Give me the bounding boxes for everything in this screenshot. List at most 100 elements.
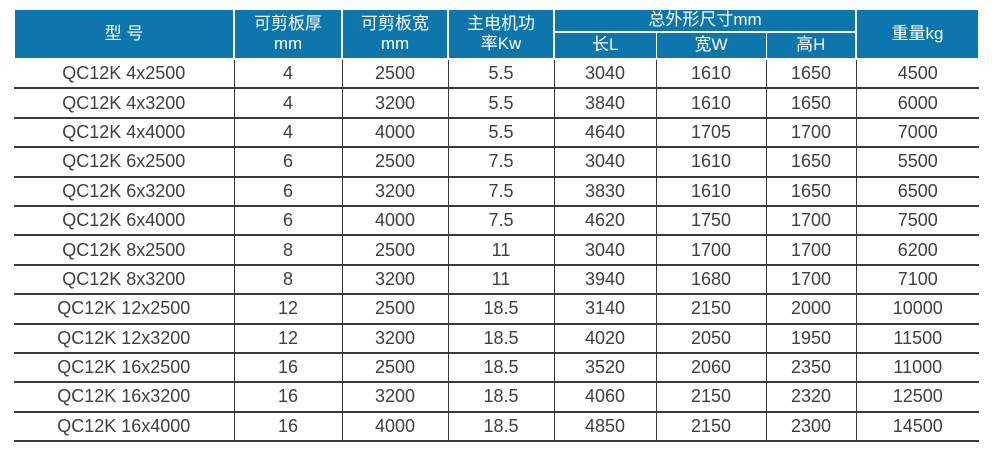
table-row: QC12K 6x2500 6 2500 7.5 3040 1610 1650 5500 [14,147,980,178]
col-header-dims-width: 宽W [655,31,767,60]
cell-model: QC12K 8x2500 [14,235,234,266]
cell-power: 18.5 [447,352,554,384]
table-row: QC12K 16x2500 16 2500 18.5 3520 2060 2350 11000 [14,352,980,384]
table-header: 型 号 可剪板厚 mm 可剪板宽 mm 主电机功 率Kw 总外形尺寸mm 重量k… [13,8,981,60]
cell-power: 18.5 [447,382,554,413]
col-header-width-line1: 可剪板宽 [361,13,429,33]
table-row: QC12K 12x2500 12 2500 18.5 3140 2150 2000 10000 [14,294,980,325]
cell-weight: 6200 [855,235,980,266]
cell-dims-width: 2060 [655,352,766,384]
col-header-width: 可剪板宽 mm [341,8,449,60]
cell-dims-width: 1705 [655,117,766,149]
cell-height: 1700 [765,264,857,296]
cell-width: 4000 [341,411,448,443]
cell-dims-width: 1610 [655,59,766,90]
cell-length: 3840 [553,88,656,119]
cell-length: 3940 [553,264,656,296]
cell-model: QC12K 8x3200 [14,264,234,296]
cell-length: 4020 [553,323,656,354]
cell-model: QC12K 16x4000 [14,411,234,443]
cell-length: 4640 [553,117,656,149]
cell-length: 4850 [553,411,656,443]
cell-width: 4000 [341,205,448,237]
cell-weight: 7500 [855,205,980,237]
cell-power: 5.5 [447,88,554,119]
cell-width: 2500 [341,235,448,266]
cell-weight: 11500 [855,323,980,354]
spec-table-container: 型 号 可剪板厚 mm 可剪板宽 mm 主电机功 率Kw 总外形尺寸mm 重量k… [13,8,981,443]
cell-power: 7.5 [447,176,554,207]
cell-power: 7.5 [447,147,554,178]
cell-model: QC12K 12x2500 [14,294,234,325]
cell-width: 2500 [341,147,448,178]
cell-power: 5.5 [447,59,554,90]
cell-power: 5.5 [447,117,554,149]
cell-thickness: 12 [233,323,342,354]
cell-height: 1650 [765,176,857,207]
cell-thickness: 6 [233,176,342,207]
table-row: QC12K 4x3200 4 3200 5.5 3840 1610 1650 6000 [14,88,980,119]
col-header-width-line2: mm [380,34,410,53]
cell-length: 3520 [553,352,656,384]
cell-thickness: 4 [233,59,342,90]
cell-width: 3200 [341,88,448,119]
cell-power: 18.5 [447,294,554,325]
cell-length: 3140 [553,294,656,325]
cell-model: QC12K 4x3200 [14,88,234,119]
cell-length: 3040 [553,147,656,178]
cell-model: QC12K 6x3200 [14,176,234,207]
cell-dims-width: 1750 [655,205,766,237]
cell-thickness: 6 [233,205,342,237]
table-row: QC12K 4x4000 4 4000 5.5 4640 1705 1700 7000 [14,117,980,149]
cell-length: 4620 [553,205,656,237]
table-row: QC12K 8x3200 8 3200 11 3940 1680 1700 7100 [14,264,980,296]
table-row: QC12K 16x3200 16 3200 18.5 4060 2150 2320 12500 [14,382,980,413]
cell-dims-width: 2150 [655,411,766,443]
table-row: QC12K 8x2500 8 2500 11 3040 1700 1700 6200 [14,235,980,266]
cell-model: QC12K 4x4000 [14,117,234,149]
cell-power: 18.5 [447,411,554,443]
cell-width: 2500 [341,294,448,325]
cell-thickness: 16 [233,382,342,413]
cell-model: QC12K 16x3200 [14,382,234,413]
cell-thickness: 8 [233,264,342,296]
table-row: QC12K 12x3200 12 3200 18.5 4020 2050 1950 11500 [14,323,980,354]
cell-width: 2500 [341,352,448,384]
cell-thickness: 16 [233,411,342,443]
cell-height: 1650 [765,147,857,178]
table-row: QC12K 6x4000 6 4000 7.5 4620 1750 1700 7500 [14,205,980,237]
col-header-thickness-line2: mm [273,34,303,53]
cell-height: 1700 [765,235,857,266]
cell-model: QC12K 16x2500 [14,352,234,384]
cell-length: 3830 [553,176,656,207]
cell-weight: 6500 [855,176,980,207]
cell-dims-width: 1610 [655,147,766,178]
cell-dims-width: 1700 [655,235,766,266]
cell-height: 2320 [765,382,857,413]
cell-weight: 7000 [855,117,980,149]
cell-height: 1650 [765,88,857,119]
cell-model: QC12K 6x2500 [14,147,234,178]
table-body: QC12K 4x2500 4 2500 5.5 3040 1610 1650 4500 QC12… [14,59,980,443]
cell-height: 1950 [765,323,857,354]
cell-dims-width: 2150 [655,294,766,325]
cell-weight: 12500 [855,382,980,413]
cell-thickness: 12 [233,294,342,325]
col-header-model: 型 号 [13,8,235,60]
cell-power: 18.5 [447,323,554,354]
cell-power: 11 [447,235,554,266]
cell-weight: 6000 [855,88,980,119]
cell-dims-width: 2150 [655,382,766,413]
cell-width: 3200 [341,382,448,413]
col-header-length: 长L [553,31,657,60]
cell-length: 3040 [553,59,656,90]
col-header-thickness-line1: 可剪板厚 [254,13,322,33]
col-header-power-line1: 主电机功 [467,13,535,33]
cell-width: 3200 [341,176,448,207]
cell-dims-width: 1680 [655,264,766,296]
cell-length: 4060 [553,382,656,413]
cell-width: 3200 [341,264,448,296]
cell-dims-width: 2050 [655,323,766,354]
cell-weight: 4500 [855,59,980,90]
cell-thickness: 6 [233,147,342,178]
